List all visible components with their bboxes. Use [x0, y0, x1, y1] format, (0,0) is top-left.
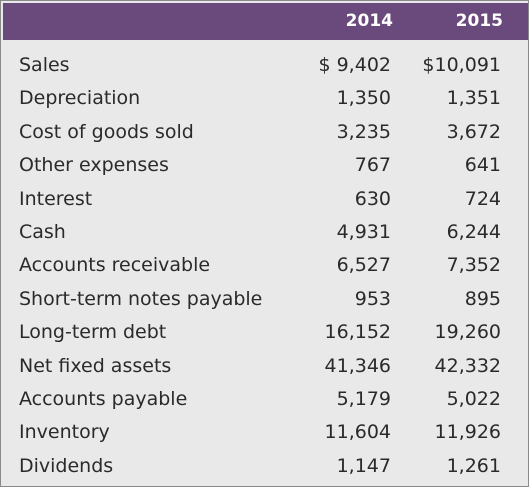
value-2015: 11,926 [434, 421, 501, 444]
value-2014: 1,147 [336, 454, 391, 477]
column-header-2014: 2014 [345, 11, 393, 31]
value-2015: 3,672 [446, 120, 501, 143]
value-2014: 3,235 [336, 120, 391, 143]
row-label: Long-term debt [19, 321, 167, 344]
value-2015: 1,351 [446, 87, 501, 110]
table-row: Long-term debt 16,152 19,260 [1, 316, 530, 349]
table-row: Depreciation 1,350 1,351 [1, 82, 530, 115]
column-header-2015: 2015 [455, 11, 503, 31]
value-2014: 6,527 [336, 254, 391, 277]
table-row: Net fixed assets 41,346 42,332 [1, 350, 530, 383]
value-2014: 1,350 [336, 87, 391, 110]
table-row: Cash 4,931 6,244 [1, 216, 530, 249]
value-2014: 11,604 [324, 421, 391, 444]
row-label: Cost of goods sold [19, 120, 194, 143]
value-2015: 641 [464, 154, 501, 177]
table-row: Accounts payable 5,179 5,022 [1, 383, 530, 416]
value-2015: 19,260 [434, 321, 501, 344]
table-row: Interest 630 724 [1, 183, 530, 216]
table-row: Sales $ 9,402 $10,091 [1, 49, 530, 82]
value-2014: 4,931 [336, 220, 391, 243]
row-label: Sales [19, 54, 70, 76]
row-label: Cash [19, 220, 66, 243]
value-2014: 953 [354, 287, 391, 310]
row-label: Short-term notes payable [19, 287, 263, 310]
value-2014: 41,346 [324, 354, 391, 377]
value-2015: 42,332 [434, 354, 501, 377]
table-body: Sales $ 9,402 $10,091 Depreciation 1,350… [1, 49, 530, 483]
value-2015: $10,091 [422, 54, 501, 76]
value-2015: 895 [464, 287, 501, 310]
row-label: Inventory [19, 421, 110, 444]
table-row: Cost of goods sold 3,235 3,672 [1, 116, 530, 149]
value-2015: 6,244 [446, 220, 501, 243]
row-label: Other expenses [19, 154, 169, 177]
row-label: Net fixed assets [19, 354, 172, 377]
row-label: Accounts receivable [19, 254, 211, 277]
value-2014: 16,152 [324, 321, 391, 344]
value-2014: 630 [354, 187, 391, 210]
table-header: 2014 2015 [3, 3, 528, 40]
value-2014: 5,179 [336, 387, 391, 410]
row-label: Depreciation [19, 87, 141, 110]
table-row: Short-term notes payable 953 895 [1, 283, 530, 316]
row-label: Accounts payable [19, 387, 188, 410]
value-2015: 7,352 [446, 254, 501, 277]
value-2014: $ 9,402 [318, 54, 391, 76]
value-2015: 724 [464, 187, 501, 210]
value-2015: 1,261 [446, 454, 501, 477]
value-2015: 5,022 [446, 387, 501, 410]
table-row: Accounts receivable 6,527 7,352 [1, 249, 530, 282]
table-row: Dividends 1,147 1,261 [1, 450, 530, 483]
table-row: Other expenses 767 641 [1, 149, 530, 182]
table-row: Inventory 11,604 11,926 [1, 416, 530, 449]
value-2014: 767 [354, 154, 391, 177]
row-label: Interest [19, 187, 93, 210]
row-label: Dividends [19, 454, 114, 477]
